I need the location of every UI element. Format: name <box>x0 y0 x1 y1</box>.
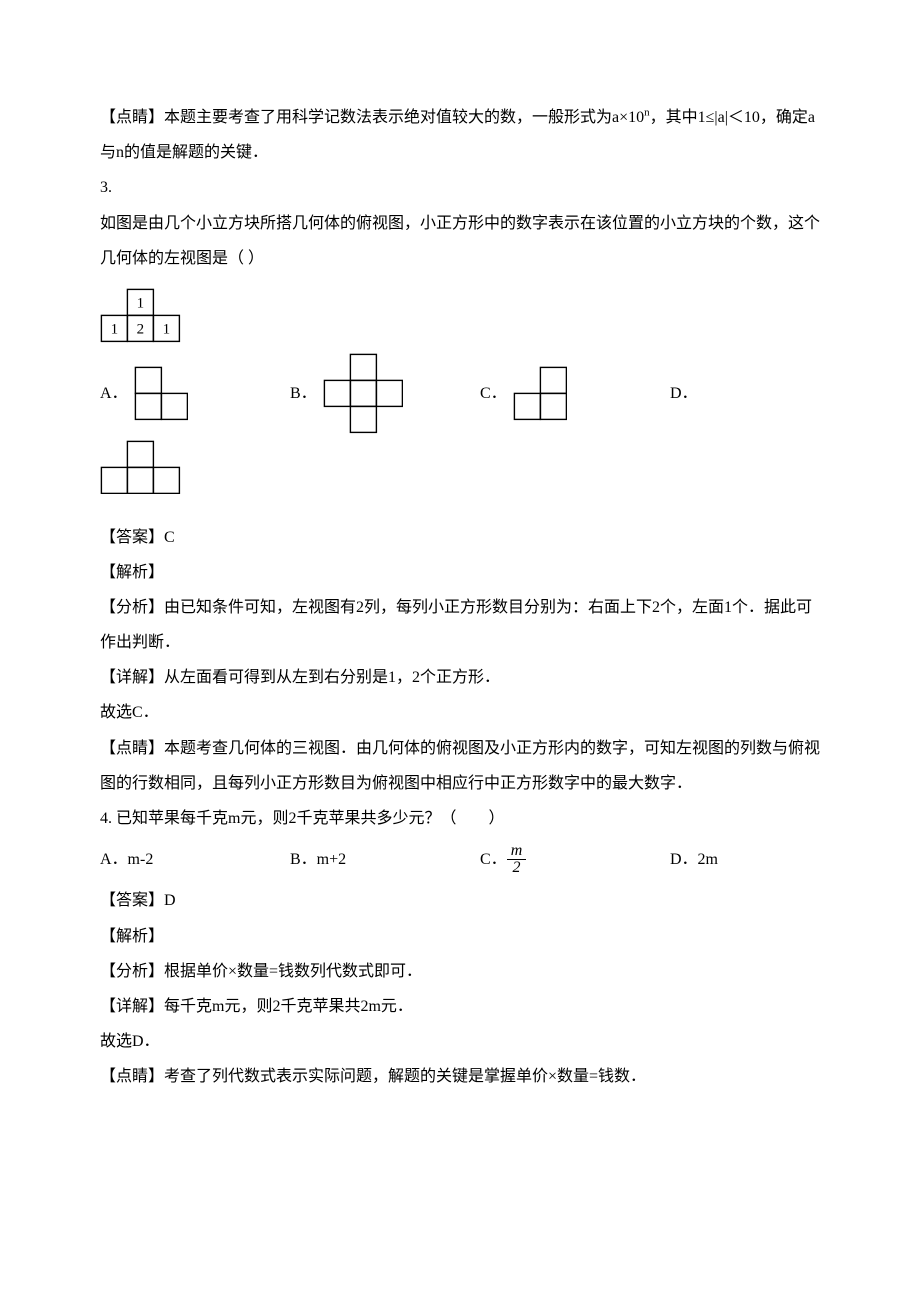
q4-opt-c: C． m 2 <box>480 842 670 877</box>
q3-tip: 【点睛】本题考查几何体的三视图．由几何体的俯视图及小正方形内的数字，可知左视图的… <box>100 731 820 801</box>
q4-detail: 【详解】每千克m元，则2千克苹果共2m元． <box>100 989 820 1024</box>
q3-opt-b-label: B． <box>290 376 317 411</box>
page: 【点睛】本题主要考查了用科学记数法表示绝对值较大的数，一般形式为a×10n，其中… <box>0 0 920 1155</box>
q4-stem: 4. 已知苹果每千克m元，则2千克苹果共多少元？（ ） <box>100 801 820 836</box>
q4-fenxi: 【分析】根据单价×数量=钱数列代数式即可． <box>100 954 820 989</box>
q4-answer: 【答案】D <box>100 883 820 918</box>
q3-opt-c-label: C． <box>480 376 507 411</box>
svg-text:2: 2 <box>137 321 145 337</box>
opt-d-icon <box>100 440 181 495</box>
q4-tip: 【点睛】考查了列代数式表示实际问题，解题的关键是掌握单价×数量=钱数． <box>100 1059 820 1094</box>
q3-options-row: A． B． C． D． <box>100 353 820 434</box>
svg-text:1: 1 <box>163 321 171 337</box>
q4-so: 故选D． <box>100 1024 820 1059</box>
q3-stem: 如图是由几个小立方块所搭几何体的俯视图，小正方形中的数字表示在该位置的小立方块的… <box>100 206 820 276</box>
q3-opt-a-label: A． <box>100 376 128 411</box>
q4-opt-b: B．m+2 <box>290 842 480 877</box>
svg-text:1: 1 <box>137 295 145 311</box>
q3-opt-b: B． <box>290 353 480 434</box>
q4-opt-b-text: B．m+2 <box>290 842 346 877</box>
opt-a-icon <box>134 366 189 421</box>
q4-opt-d: D．2m <box>670 842 718 877</box>
q3-jiexi: 【解析】 <box>100 555 820 590</box>
q4-opt-a-text: A．m-2 <box>100 842 153 877</box>
top-grid-icon: 1 1 2 1 <box>100 288 181 343</box>
q3-opt-a: A． <box>100 366 290 421</box>
q3-answer: 【答案】C <box>100 520 820 555</box>
svg-text:1: 1 <box>111 321 119 337</box>
q4-opt-c-pre: C． <box>480 842 507 877</box>
q4-frac-num: m <box>507 843 527 860</box>
q4-opt-a: A．m-2 <box>100 842 290 877</box>
q2-tip-text: 【点睛】本题主要考查了用科学记数法表示绝对值较大的数，一般形式为a×10 <box>100 109 644 126</box>
q3-opt-d-label: D． <box>670 376 698 411</box>
opt-c-icon <box>513 366 568 421</box>
q3-number: 3. <box>100 170 820 205</box>
q4-jiexi: 【解析】 <box>100 919 820 954</box>
q3-top-grid: 1 1 2 1 <box>100 288 820 343</box>
q3-opt-c: C． <box>480 366 670 421</box>
q4-frac-den: 2 <box>508 860 524 876</box>
q3-opt-d: D． <box>670 376 698 411</box>
q3-fenxi: 【分析】由已知条件可知，左视图有2列，每列小正方形数目分别为：右面上下2个，左面… <box>100 590 820 660</box>
q4-opt-c-fraction: m 2 <box>507 843 527 876</box>
q4-options-row: A．m-2 B．m+2 C． m 2 D．2m <box>100 842 820 877</box>
q3-opt-d-shape-row <box>100 440 820 508</box>
opt-b-icon <box>323 353 404 434</box>
q3-so: 故选C． <box>100 695 820 730</box>
q2-tip: 【点睛】本题主要考查了用科学记数法表示绝对值较大的数，一般形式为a×10n，其中… <box>100 100 820 170</box>
q4-opt-d-text: D．2m <box>670 842 718 877</box>
q3-detail: 【详解】从左面看可得到从左到右分别是1，2个正方形． <box>100 660 820 695</box>
